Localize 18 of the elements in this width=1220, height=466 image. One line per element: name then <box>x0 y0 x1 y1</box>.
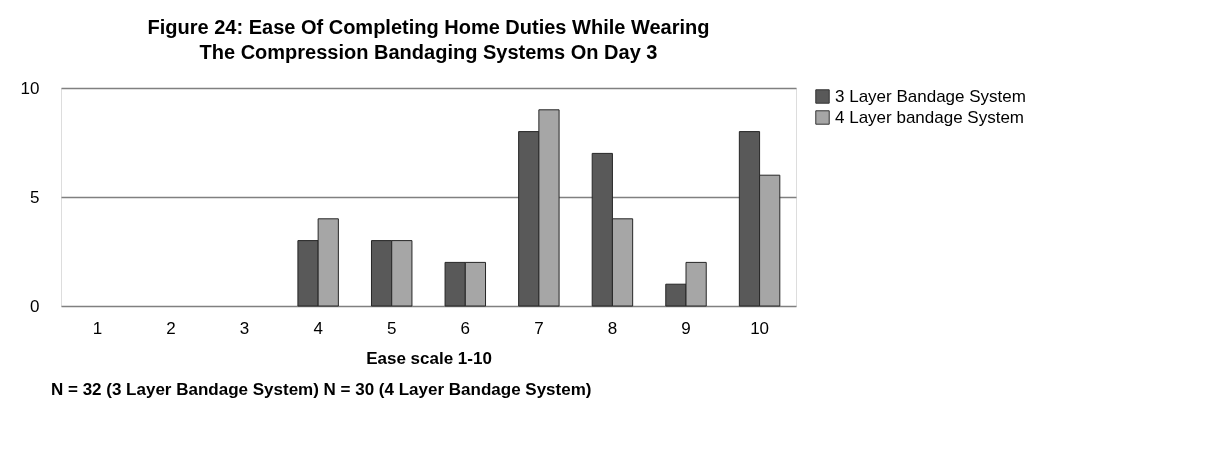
x-tick-label: 10 <box>750 318 770 338</box>
y-tick-label: 10 <box>20 78 40 98</box>
text: N = 32 (3 Layer Bandage System) N = 30 (4 Layer Bandage System) <box>51 380 592 399</box>
x-tick-label: 9 <box>681 318 691 338</box>
x-tick-label: 2 <box>166 318 176 338</box>
x-axis-title: Ease scale 1-10 <box>366 348 492 368</box>
legend-label: 4 Layer bandage System <box>835 107 1025 127</box>
x-tick-label: 1 <box>92 318 103 338</box>
x-tick-label: 6 <box>460 318 471 338</box>
y-tick-label: 0 <box>30 296 40 316</box>
x-tick-label: 8 <box>607 318 618 338</box>
x-tick-label: 4 <box>313 318 323 338</box>
x-tick-label: 3 <box>239 318 250 338</box>
legend-label: 3 Layer Bandage System <box>835 86 1026 106</box>
x-tick-label: 7 <box>534 318 544 338</box>
x-tick-label: 5 <box>386 318 397 338</box>
chart-title: Figure 24: Ease Of Completing Home Duties While Wearing The Compression Bandaging Systems On Day 3 <box>147 16 710 63</box>
y-tick-label: 5 <box>30 187 40 207</box>
